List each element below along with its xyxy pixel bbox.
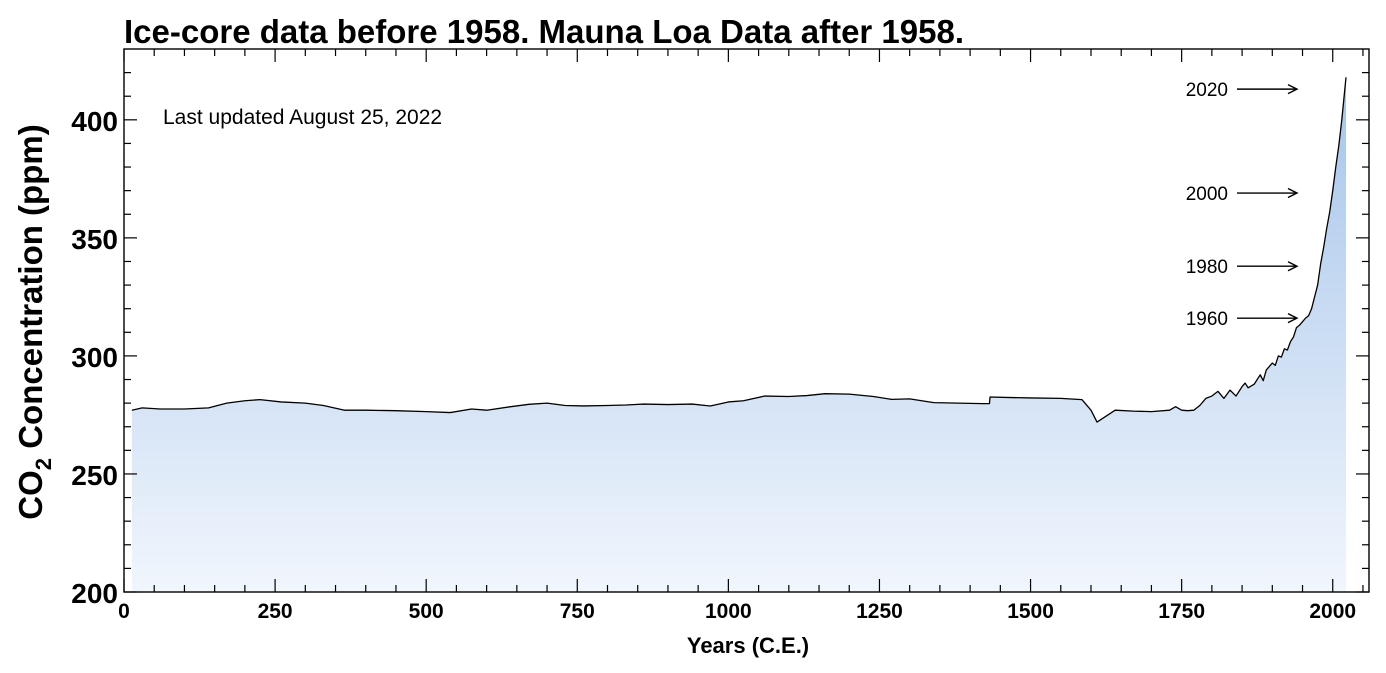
- y-tick-label: 350: [71, 224, 118, 255]
- year-annotation: 2000: [1186, 184, 1299, 205]
- y-tick-label: 400: [71, 106, 118, 137]
- y-axis-label-subscript: 2: [31, 458, 56, 470]
- area-layer: [131, 77, 1347, 592]
- x-tick-label: 1750: [1158, 600, 1205, 623]
- plot-frame: [123, 48, 1370, 593]
- x-tick-label: 1250: [856, 600, 903, 623]
- year-annotation: 2020: [1186, 80, 1299, 101]
- x-tick-label: 1000: [705, 600, 752, 623]
- year-annotation: 1960: [1186, 309, 1299, 330]
- annotation-layer: 1960 1980 2000 2020: [1186, 80, 1299, 330]
- ticks-layer: 0 250 500 750 1000 1250 1500 1750 2000 200 250 300 3…: [71, 49, 1369, 623]
- year-annotation-label: 2000: [1186, 184, 1228, 205]
- x-tick-label: 750: [560, 600, 595, 623]
- x-tick-label: 0: [118, 600, 130, 623]
- x-tick-label: 2000: [1309, 600, 1356, 623]
- year-annotation: 1980: [1186, 257, 1299, 278]
- co2-series-line: [131, 77, 1347, 423]
- y-tick-label: 300: [71, 342, 118, 373]
- year-annotation-arrow-head: [1287, 261, 1299, 272]
- year-annotation-arrow-head: [1287, 84, 1299, 95]
- chart-title: Ice-core data before 1958. Mauna Loa Dat…: [124, 13, 964, 50]
- year-annotation-arrow-head: [1287, 187, 1299, 199]
- year-annotation-arrow-head: [1287, 313, 1299, 324]
- x-tick-label: 1500: [1007, 600, 1054, 623]
- y-axis-label: CO2 Concentration (ppm): [12, 124, 56, 519]
- last-updated-note: Last updated August 25, 2022: [163, 106, 442, 129]
- y-axis-label-co: CO: [12, 470, 49, 520]
- y-tick-label: 200: [71, 578, 118, 609]
- x-tick-label: 500: [409, 600, 444, 623]
- year-annotation-label: 1980: [1186, 257, 1228, 278]
- year-annotation-label: 1960: [1186, 309, 1228, 330]
- y-tick-label: 250: [71, 460, 118, 491]
- x-axis-label: Years (C.E.): [687, 633, 809, 658]
- co2-area-fill: [131, 77, 1347, 592]
- year-annotation-label: 2020: [1186, 80, 1228, 101]
- y-axis-label-rest: Concentration (ppm): [12, 124, 49, 458]
- x-tick-label: 250: [258, 600, 293, 623]
